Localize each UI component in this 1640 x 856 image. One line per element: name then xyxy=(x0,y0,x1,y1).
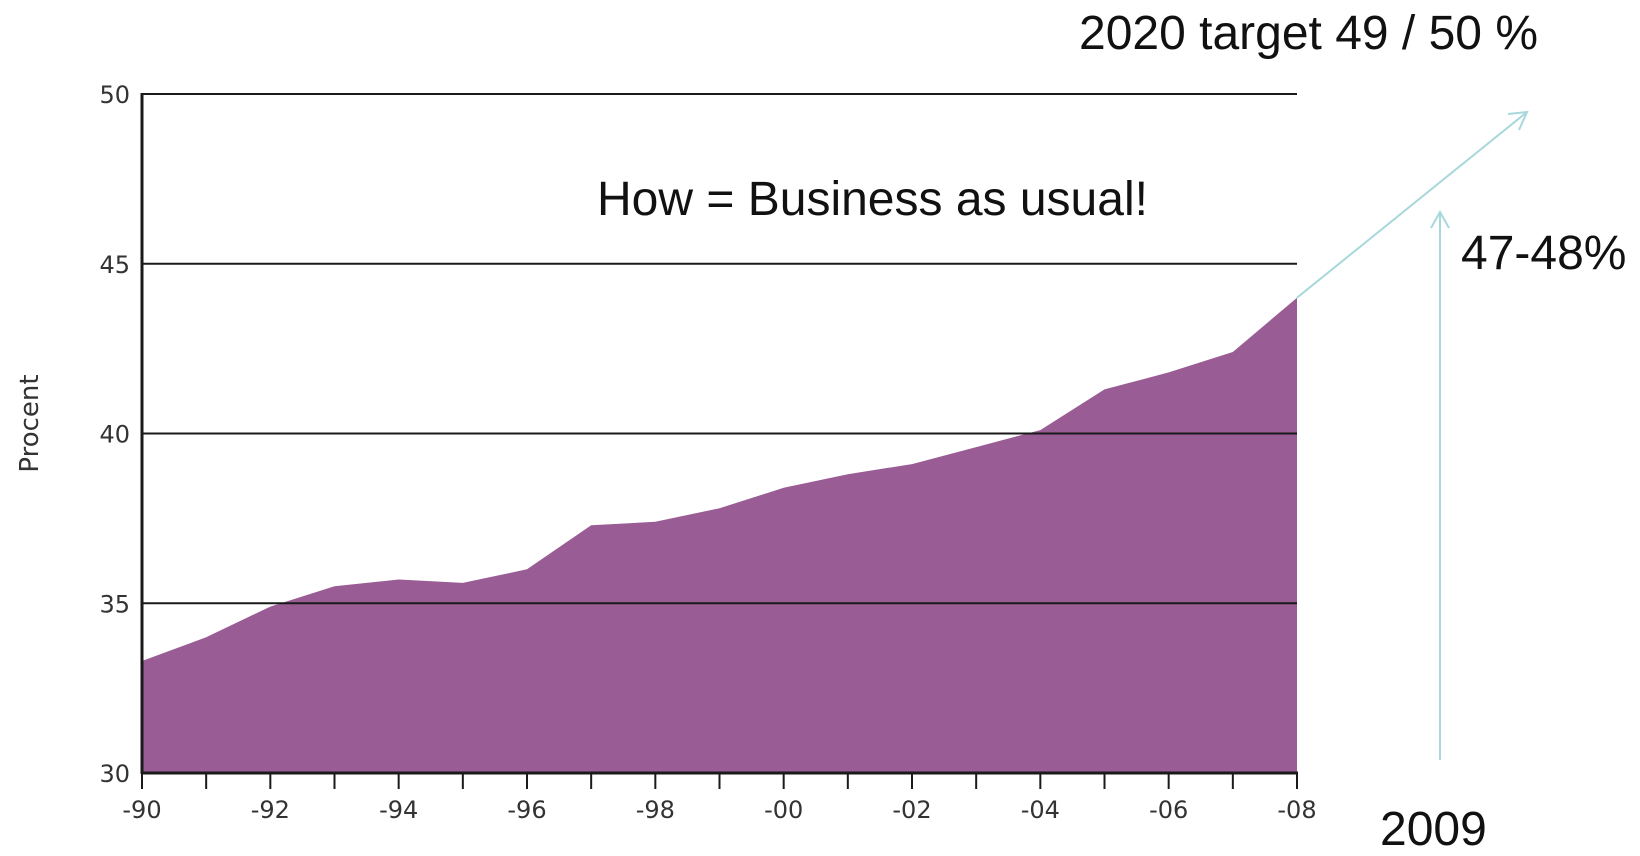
x-tick-label: -92 xyxy=(251,796,290,824)
y-tick-label: 40 xyxy=(99,421,130,449)
gridlines xyxy=(142,93,1297,605)
target-arrow-head xyxy=(1507,110,1529,131)
area-series xyxy=(142,297,1297,773)
y-tick-label: 45 xyxy=(99,251,130,279)
y-tick-label: 30 xyxy=(99,760,130,788)
y-axis-label: Procent xyxy=(15,374,45,472)
business-as-usual-annotation: How = Business as usual! xyxy=(597,173,1148,226)
year-annotation: 2009 xyxy=(1380,803,1487,856)
x-tick-label: -90 xyxy=(122,796,161,824)
y-tick-label: 35 xyxy=(99,590,130,618)
range-annotation: 47-48% xyxy=(1461,227,1627,280)
x-tick-label: -00 xyxy=(764,796,803,824)
vertical-arrow-head xyxy=(1430,209,1450,229)
x-tick-label: -94 xyxy=(379,796,418,824)
x-tick-label: -02 xyxy=(892,796,931,824)
x-axis-ticks: -90 -92 -94 -96 -98 -00 -02 -04 -06 -08 xyxy=(122,773,1317,824)
x-tick-label: -98 xyxy=(636,796,675,824)
target-annotation: 2020 target 49 / 50 % xyxy=(1079,7,1538,60)
target-arrow-line xyxy=(1296,111,1528,299)
y-axis-ticks: 30 35 40 45 50 xyxy=(99,81,130,788)
x-tick-label: -06 xyxy=(1149,796,1188,824)
x-tick-label: -04 xyxy=(1021,796,1060,824)
y-tick-label: 50 xyxy=(99,81,130,109)
x-tick-label: -08 xyxy=(1277,796,1316,824)
trend-arrows xyxy=(1296,110,1529,760)
x-tick-label: -96 xyxy=(507,796,546,824)
